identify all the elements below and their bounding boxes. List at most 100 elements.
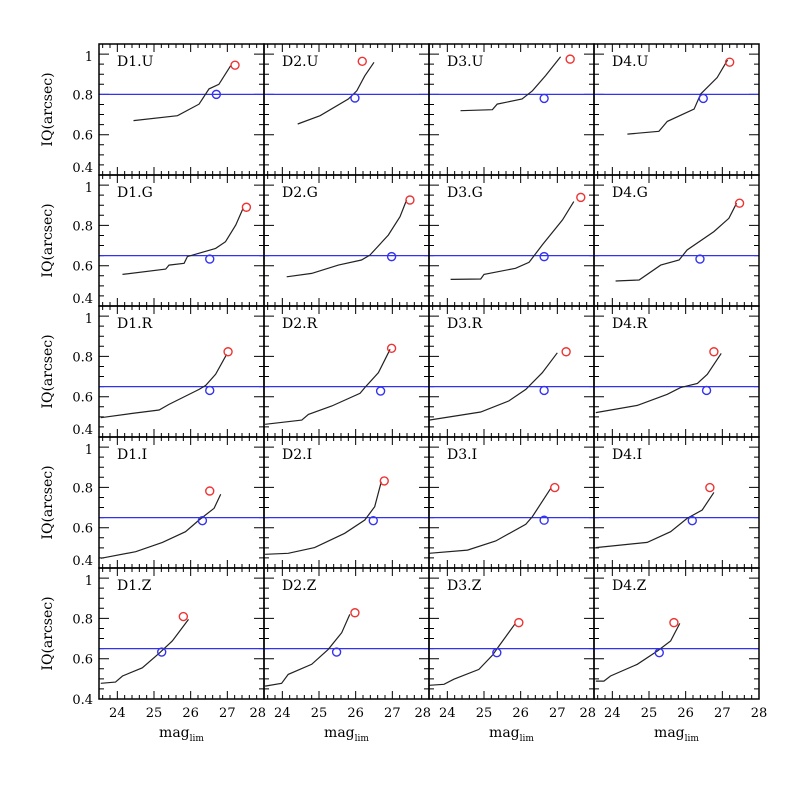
blue-marker xyxy=(492,647,502,658)
x-axis-label: maglim xyxy=(159,725,204,744)
red-marker xyxy=(550,482,560,493)
panel-label: D3.R xyxy=(447,316,483,332)
x-axis-label: maglim xyxy=(489,725,534,744)
x-tick-label: 24 xyxy=(604,706,621,721)
y-tick-label: 0.8 xyxy=(72,88,93,103)
iq-curve xyxy=(133,65,232,122)
x-tick-label: 25 xyxy=(311,706,328,721)
panel-label: D4.I xyxy=(612,447,642,463)
panel-label: D2.U xyxy=(282,54,319,70)
panel-label: D2.Z xyxy=(282,578,317,594)
red-marker xyxy=(405,195,415,205)
iq-curve xyxy=(615,202,738,282)
panel-label: D1.Z xyxy=(117,578,152,594)
iq-curve xyxy=(122,208,244,275)
iq-curve xyxy=(460,56,562,112)
axis-ticks xyxy=(264,44,429,175)
blue-marker xyxy=(539,515,549,525)
y-tick-label: 0.4 xyxy=(72,161,93,176)
x-tick-label: 28 xyxy=(579,706,596,721)
x-axis-label-main: mag xyxy=(654,725,685,741)
iq-curve xyxy=(265,349,391,425)
y-tick-label: 1 xyxy=(85,50,93,65)
y-axis-label: IQ(arcsec) xyxy=(40,72,56,146)
iq-curve xyxy=(265,481,382,555)
blue-marker xyxy=(197,515,208,526)
x-axis-label-main: mag xyxy=(324,725,355,741)
red-marker xyxy=(709,347,719,357)
axis-ticks xyxy=(429,44,594,175)
red-marker xyxy=(669,617,679,628)
blue-marker xyxy=(701,385,712,396)
blue-marker xyxy=(205,385,215,396)
y-tick-label: 0.8 xyxy=(72,350,93,365)
blue-marker xyxy=(698,93,708,104)
panel-label: D3.Z xyxy=(447,578,482,594)
x-axis-label-subscript: lim xyxy=(355,734,370,744)
x-tick-label: 24 xyxy=(274,706,291,721)
y-axis-label: IQ(arcsec) xyxy=(40,203,56,277)
y-tick-label: 0.4 xyxy=(72,554,93,569)
red-marker xyxy=(734,198,745,208)
blue-marker xyxy=(375,386,386,396)
x-tick-label: 27 xyxy=(714,706,731,721)
blue-marker xyxy=(211,89,222,100)
axis-ticks xyxy=(99,44,264,175)
red-marker xyxy=(350,608,360,618)
x-axis-label-subscript: lim xyxy=(685,734,700,744)
blue-marker xyxy=(331,647,342,657)
y-tick-label: 0.6 xyxy=(72,522,93,537)
blue-marker xyxy=(350,93,360,103)
x-tick-label: 24 xyxy=(439,706,456,721)
iq-curve xyxy=(100,619,189,684)
blue-marker xyxy=(539,251,549,262)
red-marker xyxy=(576,192,586,203)
iq-curve xyxy=(428,352,558,421)
panel-label: D3.I xyxy=(447,447,477,463)
red-marker xyxy=(705,482,715,493)
blue-marker xyxy=(386,251,397,262)
blue-marker xyxy=(539,93,549,104)
y-tick-label: 0.6 xyxy=(72,129,93,144)
red-marker xyxy=(565,54,575,64)
iq-curve xyxy=(627,59,729,135)
iq-curve xyxy=(595,353,722,414)
x-tick-label: 28 xyxy=(414,706,431,721)
iq-curve xyxy=(428,488,552,554)
x-tick-label: 26 xyxy=(677,706,694,721)
iq-curve xyxy=(450,201,575,280)
y-tick-label: 0.8 xyxy=(72,481,93,496)
panel-label: D4.Z xyxy=(612,578,647,594)
x-tick-label: 27 xyxy=(219,706,236,721)
y-tick-label: 0.4 xyxy=(72,292,93,307)
red-marker xyxy=(561,347,571,357)
x-axis-label-subscript: lim xyxy=(190,734,205,744)
blue-marker xyxy=(205,254,215,264)
blue-marker xyxy=(687,515,697,526)
panel-label: D2.G xyxy=(282,185,318,201)
panel-label: D1.R xyxy=(117,316,153,332)
panel-label: D4.U xyxy=(612,54,649,70)
x-tick-label: 28 xyxy=(249,706,266,721)
iq-curve xyxy=(428,623,516,686)
x-axis-label-main: mag xyxy=(489,725,520,741)
red-marker xyxy=(514,617,524,628)
blue-marker xyxy=(654,647,664,658)
x-tick-label: 25 xyxy=(641,706,658,721)
y-tick-label: 0.6 xyxy=(72,260,93,275)
y-tick-label: 1 xyxy=(85,443,93,458)
panel-label: D1.I xyxy=(117,447,147,463)
y-tick-label: 0.8 xyxy=(72,219,93,234)
y-tick-label: 0.8 xyxy=(72,612,93,627)
x-tick-label: 25 xyxy=(146,706,163,721)
x-tick-label: 25 xyxy=(476,706,493,721)
x-tick-label: 24 xyxy=(109,706,126,721)
y-tick-label: 0.4 xyxy=(72,423,93,438)
x-tick-label: 27 xyxy=(384,706,401,721)
iq-curve xyxy=(595,492,715,549)
y-axis-label: IQ(arcsec) xyxy=(40,465,56,539)
x-tick-label: 27 xyxy=(549,706,566,721)
iq-curve xyxy=(100,354,228,419)
blue-marker xyxy=(695,254,705,264)
x-tick-label: 26 xyxy=(512,706,529,721)
